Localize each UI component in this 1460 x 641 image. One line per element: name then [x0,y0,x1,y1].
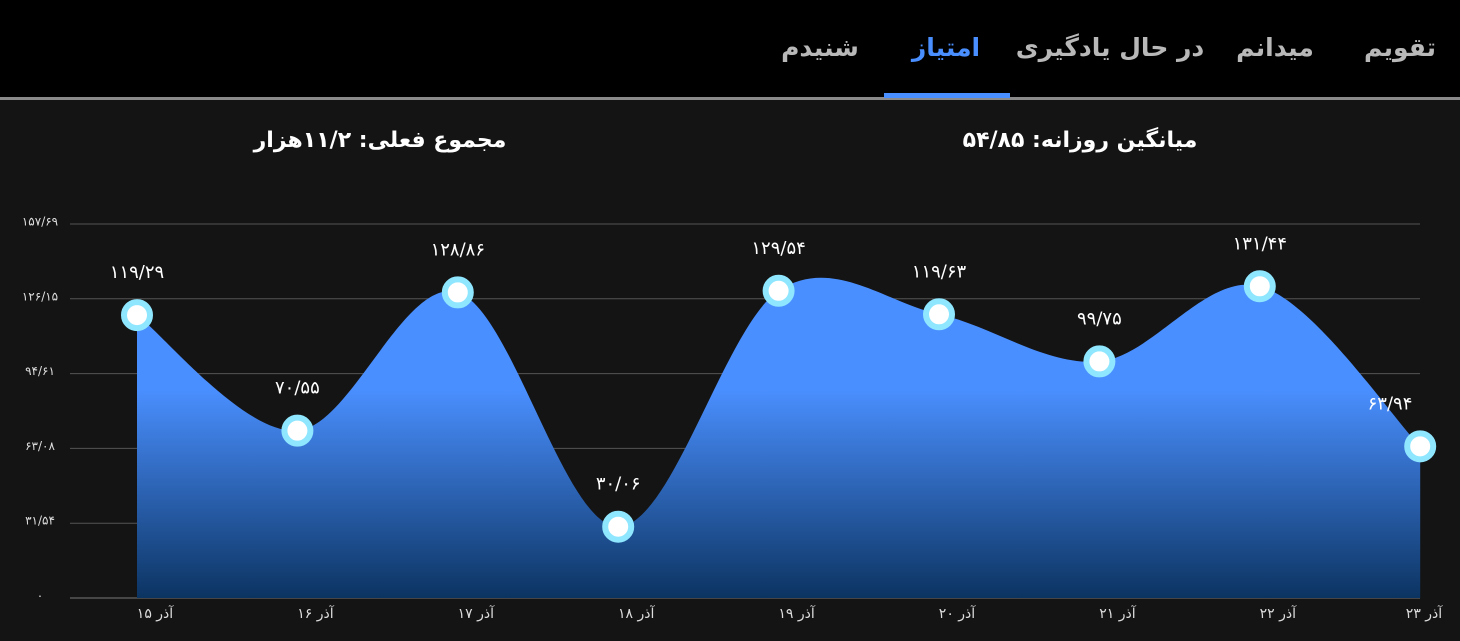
y-tick-label: ۹۴/۶۱ [25,364,55,378]
area [137,277,1421,598]
x-tick-label: ۱۶ آذر [297,605,334,622]
x-tick-label: ۱۹ آذر [778,605,815,622]
data-label: ۱۱۹/۲۹ [110,262,164,283]
data-label: ۳۰/۰۶ [596,474,641,495]
x-tick-label: ۱۷ آذر [458,605,495,622]
x-tick-label: ۲۲ آذر [1260,605,1297,622]
tab[interactable]: شنیدم [781,33,859,62]
data-label: ۶۳/۹۴ [1368,393,1413,414]
point-marker [281,414,314,447]
y-tick-label: ۱۵۷/۶۹ [22,215,58,229]
x-tick-label: ۲۰ آذر [939,605,976,622]
data-label: ۱۳۱/۴۴ [1233,233,1287,254]
data-label: ۹۹/۷۵ [1077,308,1122,329]
x-tick-label: ۱۵ آذر [137,605,174,622]
point-marker [1404,430,1437,463]
data-label: ۱۱۹/۶۳ [912,261,967,282]
x-tick-label: ۲۱ آذر [1099,605,1136,622]
tab[interactable]: میدانم [1236,33,1314,62]
y-tick-label: ۱۲۶/۱۵ [22,289,58,303]
tab-indicator [884,93,1010,98]
point-marker [602,510,635,543]
data-label: ۱۲۸/۸۶ [431,239,485,260]
point-marker [441,276,474,309]
tab-bar [0,0,1460,97]
tab[interactable]: امتیاز [910,33,980,62]
y-tick-label: ۰ [37,589,43,603]
tab[interactable]: تقویم [1364,33,1436,63]
tab[interactable]: در حال یادگیری [1016,33,1205,63]
point-marker [121,299,153,332]
data-label: ۷۰/۵۵ [275,378,320,399]
point-marker [1083,345,1116,378]
y-tick-label: ۶۳/۰۸ [25,439,55,453]
tab-divider [0,97,1460,100]
point-marker [762,274,795,307]
x-tick-label: ۲۳ آذر [1406,605,1443,622]
point-marker [923,298,955,331]
point-marker [1243,270,1276,303]
daily-average: میانگین روزانه: ۵۴/۸۵ [963,126,1198,153]
x-tick-label: ۱۸ آذر [618,605,655,622]
y-tick-label: ۳۱/۵۴ [25,514,55,528]
current-total: مجموع فعلی: ۱۱/۲هزار [253,128,507,153]
data-label: ۱۲۹/۵۴ [751,238,805,259]
